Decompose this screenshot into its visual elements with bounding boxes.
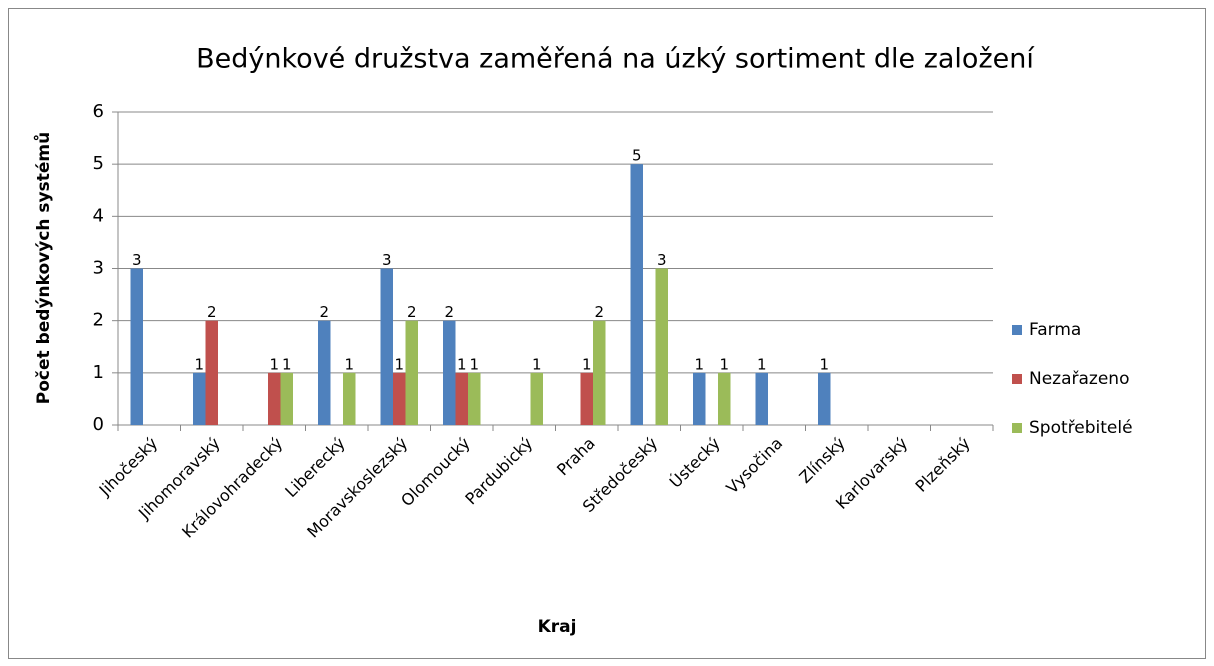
bar [343, 372, 356, 425]
y-tick-label: 0 [93, 414, 104, 435]
data-label: 1 [694, 355, 704, 373]
data-label: 2 [407, 303, 417, 321]
bar [380, 268, 393, 425]
bar [655, 268, 668, 425]
data-label: 2 [207, 303, 217, 321]
bar [130, 268, 143, 425]
x-axis-label: Kraj [538, 617, 577, 637]
y-tick-label: 1 [93, 362, 104, 383]
bar [280, 372, 293, 425]
bar [593, 320, 606, 425]
chart-border [8, 8, 1206, 659]
legend-label: Farma [1029, 320, 1081, 340]
data-label: 1 [344, 355, 354, 373]
bar [205, 320, 218, 425]
bar [318, 320, 331, 425]
y-tick-label: 2 [93, 310, 104, 331]
bar [393, 372, 406, 425]
bar [755, 372, 768, 425]
bar [530, 372, 543, 425]
data-label: 1 [269, 355, 279, 373]
legend-swatch [1012, 325, 1022, 335]
bar [580, 372, 593, 425]
data-label: 1 [194, 355, 204, 373]
data-label: 1 [282, 355, 292, 373]
data-label: 1 [394, 355, 404, 373]
bar [718, 372, 731, 425]
data-label: 2 [594, 303, 604, 321]
bar [468, 372, 481, 425]
legend-label: Spotřebitelé [1029, 418, 1133, 438]
data-label: 1 [719, 355, 729, 373]
bar [693, 372, 706, 425]
y-tick-label: 4 [93, 205, 104, 226]
legend-swatch [1012, 374, 1022, 384]
data-label: 1 [457, 355, 467, 373]
data-label: 2 [319, 303, 329, 321]
bar [443, 320, 456, 425]
bar [193, 372, 206, 425]
y-tick-label: 3 [93, 258, 104, 279]
bar [455, 372, 468, 425]
data-label: 3 [382, 251, 392, 269]
data-label: 1 [582, 355, 592, 373]
data-label: 1 [757, 355, 767, 373]
data-label: 2 [444, 303, 454, 321]
data-label: 3 [657, 251, 667, 269]
bar [818, 372, 831, 425]
y-tick-label: 6 [93, 101, 104, 122]
bar [405, 320, 418, 425]
legend-label: Nezařazeno [1029, 369, 1129, 389]
y-tick-label: 5 [93, 153, 104, 174]
y-axis-label: Počet bedýnkových systémů [32, 132, 54, 404]
chart-title: Bedýnkové družstva zaměřená na úzký sort… [196, 44, 1035, 75]
data-label: 1 [532, 355, 542, 373]
data-label: 1 [819, 355, 829, 373]
data-label: 1 [469, 355, 479, 373]
data-label: 5 [632, 147, 642, 165]
bar [268, 372, 281, 425]
bar [630, 164, 643, 425]
legend-swatch [1012, 423, 1022, 433]
data-label: 3 [132, 251, 142, 269]
